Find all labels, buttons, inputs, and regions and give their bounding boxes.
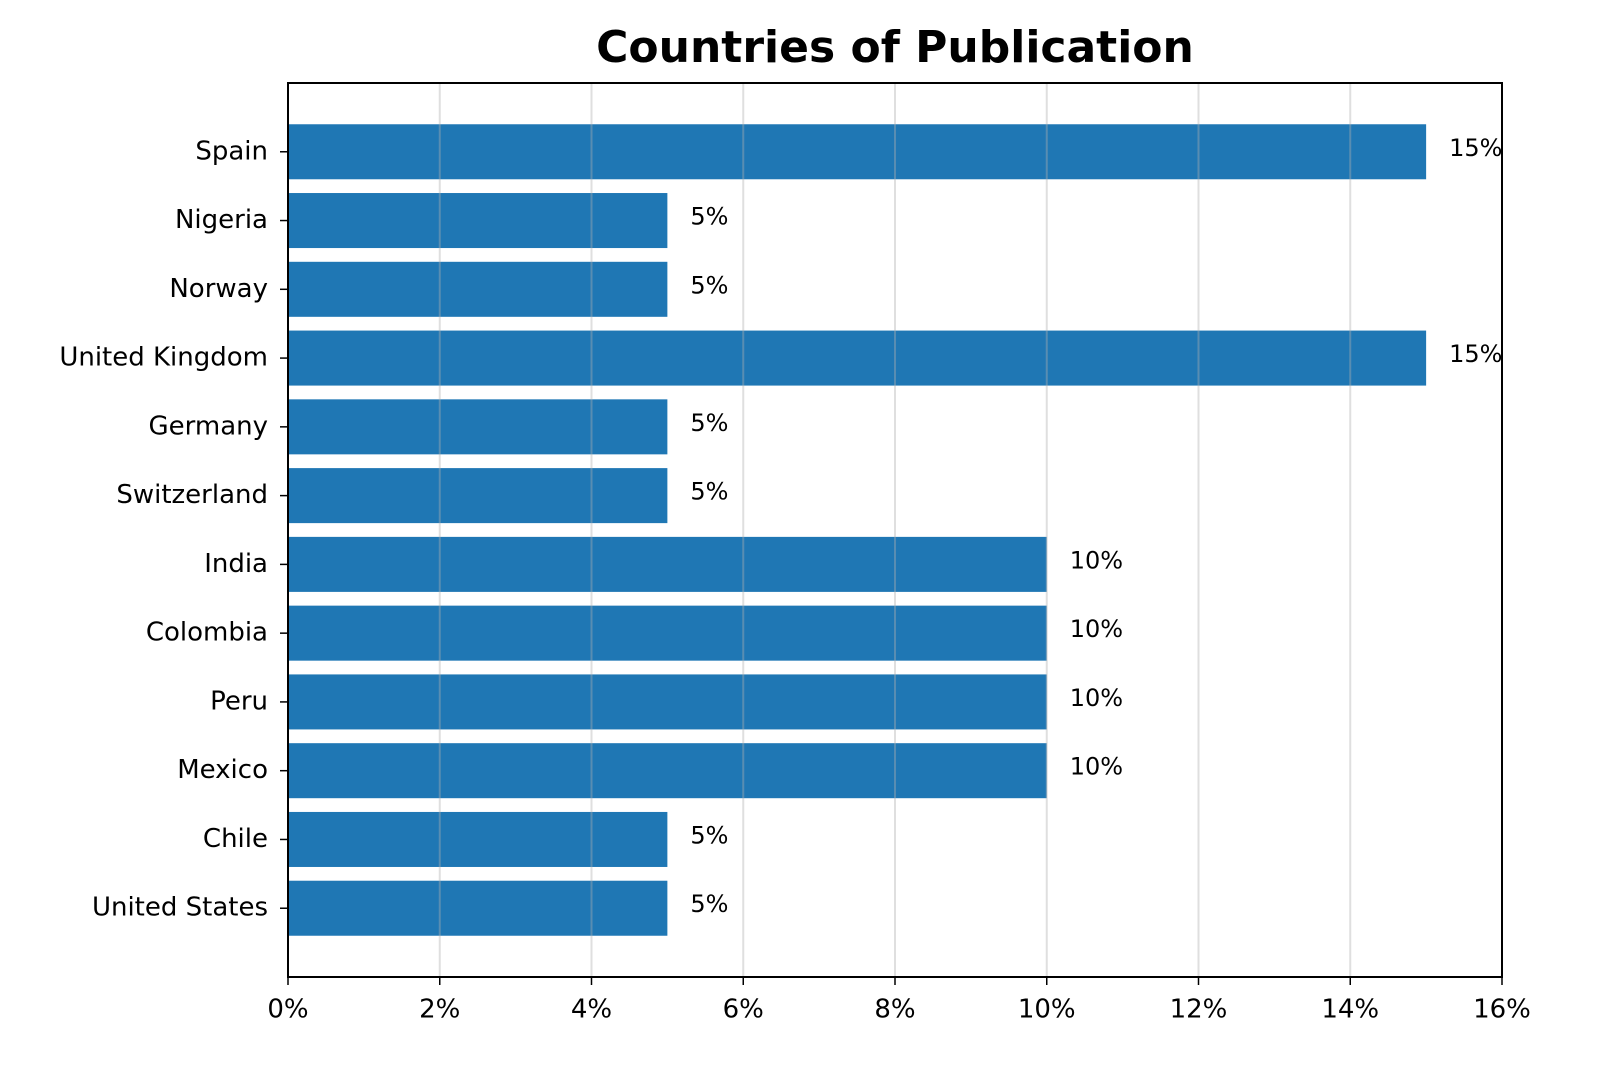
- y-tick-label: India: [204, 549, 268, 579]
- y-tick-label: Norway: [169, 274, 268, 304]
- value-label: 15%: [1449, 134, 1502, 162]
- value-label: 5%: [690, 271, 728, 299]
- value-label: 5%: [690, 890, 728, 918]
- value-label: 10%: [1070, 615, 1123, 643]
- x-tick-label: 14%: [1321, 995, 1379, 1025]
- y-tick-label: Nigeria: [175, 205, 268, 235]
- y-tick-label: Germany: [148, 411, 268, 441]
- value-label: 5%: [690, 409, 728, 437]
- value-label: 10%: [1070, 753, 1123, 781]
- x-tick-label: 10%: [1018, 995, 1076, 1025]
- value-label: 15%: [1449, 340, 1502, 368]
- value-label: 5%: [690, 203, 728, 231]
- y-tick-label: Peru: [210, 686, 268, 716]
- y-tick-label: Mexico: [177, 755, 268, 785]
- bar: [288, 674, 1047, 730]
- bar: [288, 811, 668, 867]
- value-label: 10%: [1070, 546, 1123, 574]
- y-tick-label: Chile: [203, 824, 268, 854]
- x-tick-label: 6%: [723, 995, 764, 1025]
- x-tick-label: 8%: [874, 995, 915, 1025]
- bar: [288, 743, 1047, 799]
- bar: [288, 605, 1047, 661]
- x-tick-label: 16%: [1473, 995, 1531, 1025]
- value-label: 5%: [690, 821, 728, 849]
- y-tick-label: United Kingdom: [59, 343, 268, 373]
- plot-frame: [287, 82, 1503, 978]
- x-tick-label: 0%: [267, 995, 308, 1025]
- bar: [288, 880, 668, 936]
- y-tick-label: Spain: [195, 136, 268, 166]
- bar: [288, 468, 668, 524]
- bar: [288, 193, 668, 249]
- y-tick-label: Colombia: [146, 618, 268, 648]
- bar: [288, 124, 1427, 180]
- bar: [288, 330, 1427, 386]
- x-tick-label: 4%: [571, 995, 612, 1025]
- value-label: 10%: [1070, 684, 1123, 712]
- bar: [288, 399, 668, 455]
- y-tick-label: Switzerland: [116, 480, 268, 510]
- x-tick-label: 2%: [419, 995, 460, 1025]
- bar: [288, 261, 668, 317]
- bar: [288, 536, 1047, 592]
- value-label: 5%: [690, 478, 728, 506]
- y-tick-label: United States: [92, 893, 268, 923]
- x-tick-label: 12%: [1170, 995, 1228, 1025]
- chart-title: Countries of Publication: [596, 22, 1194, 73]
